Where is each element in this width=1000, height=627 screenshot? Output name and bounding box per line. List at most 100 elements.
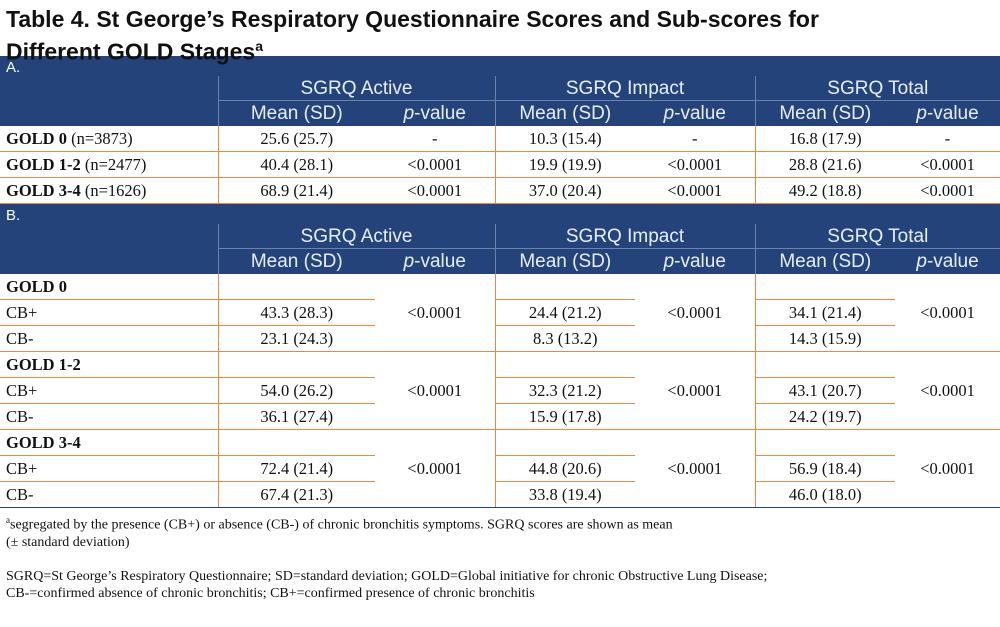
p-value-header: p-value xyxy=(375,248,495,274)
table-cell: <0.0001 xyxy=(895,177,1000,204)
table-cell: 23.1 (24.3) xyxy=(217,325,375,352)
table-cell: 28.8 (21.6) xyxy=(754,151,895,178)
table-cell: 19.9 (19.9) xyxy=(494,151,635,178)
table-cell: 34.1 (21.4) xyxy=(754,299,895,326)
table-cell: 43.1 (20.7) xyxy=(754,377,895,404)
table-cell: 25.6 (25.7) xyxy=(217,126,375,152)
table-cell: - xyxy=(635,126,755,152)
table-cell: 24.2 (19.7) xyxy=(754,403,895,430)
table-cell: 43.3 (28.3) xyxy=(217,299,375,326)
mean-header: Mean (SD) xyxy=(217,100,375,126)
sub-header-row: Mean (SD) p-value Mean (SD) p-value Mean… xyxy=(0,248,1000,274)
p-value-cell: <0.0001 xyxy=(635,429,755,508)
row-label: CB- xyxy=(0,403,218,430)
table-cell: - xyxy=(895,126,1000,152)
p-value-header: p-value xyxy=(635,100,755,126)
p-value-cell: <0.0001 xyxy=(375,429,495,508)
footnotes: asegregated by the presence (CB+) or abs… xyxy=(0,508,1000,602)
sgrq-table: A. SGRQ Active SGRQ Impact SGRQ Total Me… xyxy=(0,56,1000,508)
sub-header-row: Mean (SD) p-value Mean (SD) p-value Mean… xyxy=(0,100,1000,126)
p-value-header: p-value xyxy=(895,100,1000,126)
table-cell: 72.4 (21.4) xyxy=(217,455,375,482)
table-row: CB+ 72.4 (21.4) 44.8 (20.6) 56.9 (18.4) xyxy=(0,455,1000,482)
row-label: GOLD 3-4 (n=1626) xyxy=(0,177,218,204)
group-header: SGRQ Impact xyxy=(494,76,755,101)
mean-header: Mean (SD) xyxy=(494,100,635,126)
group-header-row: SGRQ Active SGRQ Impact SGRQ Total xyxy=(0,76,1000,101)
p-value-header: p-value xyxy=(635,248,755,274)
group-header: SGRQ Total xyxy=(754,76,1000,101)
abbreviations-line2: CB-=confirmed absence of chronic bronchi… xyxy=(6,585,535,601)
table-row: CB- 36.1 (27.4) 15.9 (17.8) 24.2 (19.7) xyxy=(0,403,1000,430)
row-label: CB+ xyxy=(0,377,218,404)
table-cell: 68.9 (21.4) xyxy=(217,177,375,204)
table-title-line1: Table 4. St George’s Respiratory Questio… xyxy=(6,6,819,32)
table-cell: 33.8 (19.4) xyxy=(494,481,635,508)
table-cell: 44.8 (20.6) xyxy=(494,455,635,482)
p-value-cell: <0.0001 xyxy=(895,274,1000,352)
group-header: SGRQ Active xyxy=(217,76,495,101)
p-value-cell: <0.0001 xyxy=(375,351,495,430)
table-title-line2: Different GOLD Stages xyxy=(6,38,256,65)
table-cell: 54.0 (26.2) xyxy=(217,377,375,404)
stage-heading: GOLD 3-4 xyxy=(0,429,218,456)
table-cell: <0.0001 xyxy=(635,151,755,178)
abbreviations-line1: SGRQ=St George’s Respiratory Questionnai… xyxy=(6,568,768,584)
table-cell: 16.8 (17.9) xyxy=(754,126,895,152)
group-header: SGRQ Impact xyxy=(494,224,755,249)
table-row: CB+ 43.3 (28.3) 24.4 (21.2) 34.1 (21.4) xyxy=(0,299,1000,326)
table-cell: 32.3 (21.2) xyxy=(494,377,635,404)
table-row: GOLD 3-4 (n=1626) 68.9 (21.4) <0.0001 37… xyxy=(0,177,1000,204)
mean-header: Mean (SD) xyxy=(217,248,375,274)
stage-heading: GOLD 0 xyxy=(0,274,218,300)
row-label: CB+ xyxy=(0,455,218,482)
group-heading-row: GOLD 3-4 <0.0001 <0.0001 <0.0001 xyxy=(0,429,1000,508)
table-cell: 24.4 (21.2) xyxy=(494,299,635,326)
group-heading-row: GOLD 0 <0.0001 <0.0001 <0.0001 xyxy=(0,274,1000,352)
table-cell: 14.3 (15.9) xyxy=(754,325,895,352)
group-header: SGRQ Active xyxy=(217,224,495,249)
p-value-cell: <0.0001 xyxy=(895,351,1000,430)
row-label: CB- xyxy=(0,481,218,508)
title-footnote-marker: a xyxy=(255,38,264,54)
section-b-label: B. xyxy=(0,203,1000,224)
mean-header: Mean (SD) xyxy=(754,100,895,126)
row-label: CB+ xyxy=(0,299,218,326)
table-cell: 49.2 (18.8) xyxy=(754,177,895,204)
section-a-label: A. xyxy=(0,56,1000,76)
table-title: Table 4. St George’s Respiratory Questio… xyxy=(0,0,1000,65)
row-label: GOLD 1-2 (n=2477) xyxy=(0,151,218,178)
p-value-cell: <0.0001 xyxy=(895,429,1000,508)
table-row: GOLD 1-2 (n=2477) 40.4 (28.1) <0.0001 19… xyxy=(0,151,1000,178)
p-value-cell: <0.0001 xyxy=(635,274,755,352)
mean-header: Mean (SD) xyxy=(494,248,635,274)
p-value-cell: <0.0001 xyxy=(635,351,755,430)
row-label: GOLD 0 (n=3873) xyxy=(0,126,218,152)
footnote-a: asegregated by the presence (CB+) or abs… xyxy=(6,515,673,533)
table-cell: - xyxy=(375,126,495,152)
table-cell: 15.9 (17.8) xyxy=(494,403,635,430)
table-cell: 67.4 (21.3) xyxy=(217,481,375,508)
table-row: CB- 23.1 (24.3) 8.3 (13.2) 14.3 (15.9) xyxy=(0,325,1000,352)
table-cell: <0.0001 xyxy=(635,177,755,204)
table-cell: 40.4 (28.1) xyxy=(217,151,375,178)
table-cell: 46.0 (18.0) xyxy=(754,481,895,508)
p-value-cell: <0.0001 xyxy=(375,274,495,352)
table-cell: <0.0001 xyxy=(375,151,495,178)
table-row: CB- 67.4 (21.3) 33.8 (19.4) 46.0 (18.0) xyxy=(0,481,1000,508)
group-heading-row: GOLD 1-2 <0.0001 <0.0001 <0.0001 xyxy=(0,351,1000,430)
p-value-header: p-value xyxy=(895,248,1000,274)
p-value-header: p-value xyxy=(375,100,495,126)
table-cell: 56.9 (18.4) xyxy=(754,455,895,482)
table-cell: 10.3 (15.4) xyxy=(494,126,635,152)
table-row: GOLD 0 (n=3873) 25.6 (25.7) - 10.3 (15.4… xyxy=(0,126,1000,152)
footnote-a-continued: (± standard deviation) xyxy=(6,534,130,550)
table-cell: 8.3 (13.2) xyxy=(494,325,635,352)
table-cell: <0.0001 xyxy=(895,151,1000,178)
table-row: CB+ 54.0 (26.2) 32.3 (21.2) 43.1 (20.7) xyxy=(0,377,1000,404)
table-cell: 37.0 (20.4) xyxy=(494,177,635,204)
group-header: SGRQ Total xyxy=(754,224,1000,249)
mean-header: Mean (SD) xyxy=(754,248,895,274)
group-header-row: SGRQ Active SGRQ Impact SGRQ Total xyxy=(0,224,1000,249)
table-cell: <0.0001 xyxy=(375,177,495,204)
